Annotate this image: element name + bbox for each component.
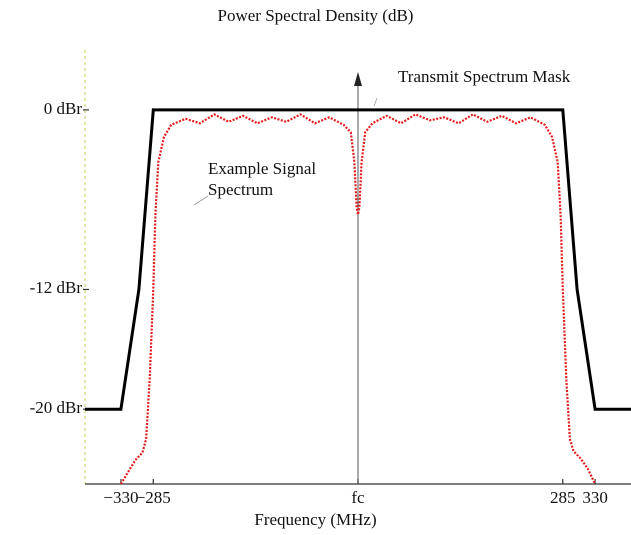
mask-annotation-leader: [373, 97, 378, 107]
signal-annotation-leader: [193, 195, 209, 206]
signal-annotation: Example Signal Spectrum: [208, 159, 317, 199]
y-tick-label: -20 dBr: [29, 398, 82, 418]
center-axis-arrow: [354, 72, 362, 86]
x-axis-label: Frequency (MHz): [254, 510, 377, 529]
y-tick-label: 0 dBr: [43, 98, 82, 118]
x-tick-label: 330: [582, 488, 608, 507]
series-transmit-mask-line: [85, 108, 631, 411]
mask-annotation: Transmit Spectrum Mask: [398, 67, 571, 86]
chart-title: Power Spectral Density (dB): [217, 6, 414, 25]
x-tick-label: fc: [351, 488, 365, 507]
y-tick-label: -12 dBr: [29, 278, 82, 298]
series-example-signal-line: [119, 113, 597, 485]
x-tick-label: −285: [135, 488, 171, 507]
x-tick-label: 285: [550, 488, 576, 507]
x-tick-label: −330: [103, 488, 139, 507]
